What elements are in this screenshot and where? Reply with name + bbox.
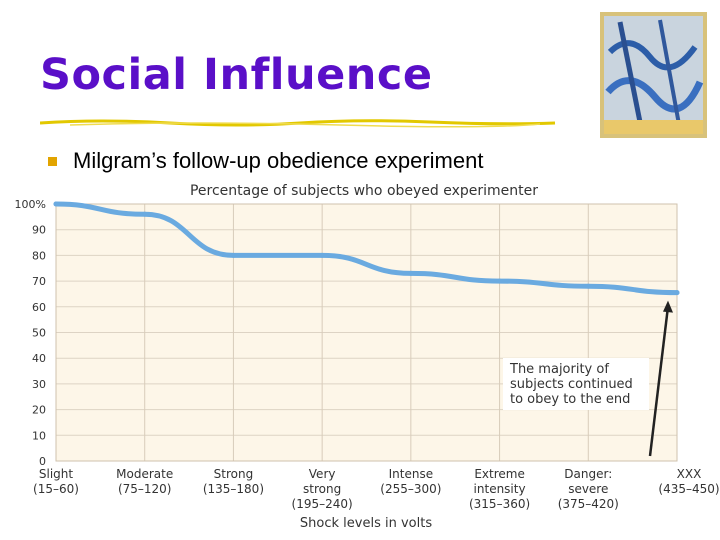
data-point	[497, 278, 503, 284]
obedience-line-chart: Percentage of subjects who obeyed experi…	[15, 183, 720, 531]
plot-frame	[55, 203, 678, 462]
data-point	[674, 290, 680, 296]
x-tick-label: Slight (15–60)	[33, 467, 79, 496]
x-tick-label-line: (435–450)	[658, 482, 719, 496]
x-tick-label-line: (15–60)	[33, 482, 79, 496]
title-underline	[40, 119, 556, 128]
data-point	[585, 283, 591, 289]
bullet-text: Milgram’s follow-up obedience experiment	[73, 148, 484, 173]
chart-title: Percentage of subjects who obeyed experi…	[190, 183, 538, 199]
x-tick-label-line: severe	[568, 482, 608, 496]
x-tick-label-line: Extreme	[474, 467, 525, 481]
obedience-series-line	[53, 201, 680, 296]
x-tick-label-line: Strong	[214, 467, 254, 481]
annotation-box	[503, 358, 649, 410]
annotation-line: to obey to the end	[510, 392, 630, 407]
x-tick-label-line: Danger:	[564, 467, 612, 481]
x-tick-label-line: intensity	[474, 482, 526, 496]
x-tick-label-line: Moderate	[116, 467, 173, 481]
x-tick-label-line: (315–360)	[469, 497, 530, 511]
x-tick-label-line: Intense	[389, 467, 433, 481]
x-tick-label-line: Slight	[39, 467, 74, 481]
x-tick-label: Intense (255–300)	[380, 467, 441, 496]
x-tick-label: Strong (135–180)	[203, 467, 264, 496]
annotation-text: The majority of subjects continued to obey…	[509, 362, 633, 407]
y-tick-label: 60	[32, 301, 46, 314]
x-tick-label-line: (135–180)	[203, 482, 264, 496]
data-point	[53, 201, 59, 207]
data-point	[230, 252, 236, 258]
x-tick-label: Danger: severe (375–420)	[558, 467, 619, 511]
slide-title: Social Influence	[40, 50, 433, 100]
x-tick-label: Moderate (75–120)	[116, 467, 173, 496]
annotation-arrow-line	[648, 306, 670, 457]
x-tick-label-line: (255–300)	[380, 482, 441, 496]
x-tick-label-line: strong	[303, 482, 341, 496]
y-tick-label: 90	[32, 224, 46, 237]
x-tick-label: XXX (435–450)	[658, 467, 719, 496]
y-tick-label: 50	[32, 327, 46, 340]
y-tick-label: 0	[39, 455, 46, 468]
annotation-line: subjects continued	[510, 377, 633, 392]
y-tick-label: 70	[32, 275, 46, 288]
y-tick-label: 40	[32, 352, 46, 365]
x-tick-label-line: (195–240)	[292, 497, 353, 511]
data-point	[408, 270, 414, 276]
bullet-item: Milgram’s follow-up obedience experiment	[48, 146, 483, 176]
x-tick-label: Extreme intensity (315–360)	[469, 467, 530, 511]
y-tick-label: 80	[32, 249, 46, 262]
book-cover-image	[600, 12, 707, 138]
annotation-arrowhead	[663, 300, 673, 313]
y-tick-label: 30	[32, 378, 46, 391]
x-tick-label-line: (375–420)	[558, 497, 619, 511]
annotation-line: The majority of	[509, 362, 609, 377]
y-tick-label: 10	[32, 429, 46, 442]
x-tick-label: Very strong (195–240)	[292, 467, 353, 511]
bullet-square-icon	[48, 156, 57, 166]
data-point	[142, 211, 148, 217]
x-tick-label-line: (75–120)	[118, 482, 172, 496]
x-tick-label-line: XXX	[677, 467, 702, 481]
x-axis-label: Shock levels in volts	[300, 516, 432, 531]
y-tick-label: 100%	[15, 198, 46, 211]
x-tick-label-line: Very	[309, 467, 336, 481]
y-tick-label: 20	[32, 404, 46, 417]
data-point	[319, 252, 325, 258]
